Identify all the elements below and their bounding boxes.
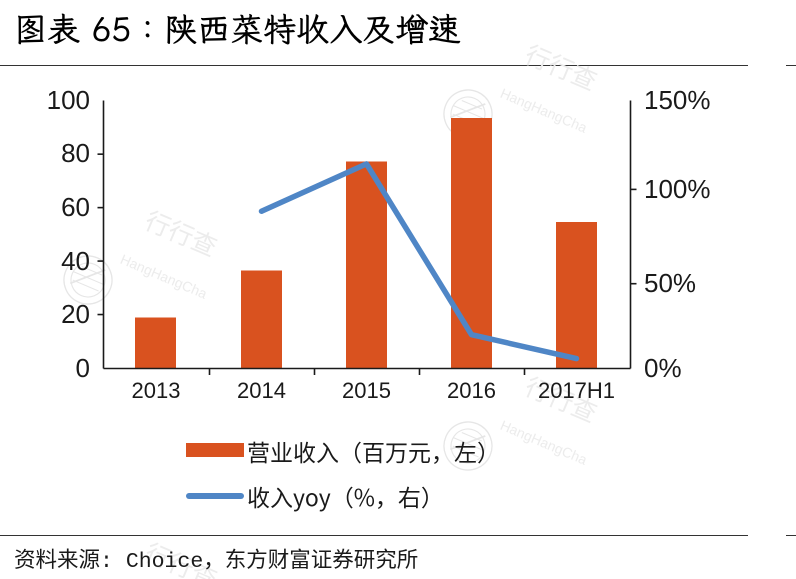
svg-text:2013: 2013 <box>132 378 181 403</box>
svg-text:100%: 100% <box>644 174 711 204</box>
svg-text:0: 0 <box>76 353 90 383</box>
svg-text:150%: 150% <box>644 85 711 115</box>
svg-text:80: 80 <box>61 138 90 168</box>
svg-text:2014: 2014 <box>237 378 286 403</box>
svg-text:50%: 50% <box>644 268 696 298</box>
svg-text:2016: 2016 <box>447 378 496 403</box>
svg-text:2017H1: 2017H1 <box>538 378 615 403</box>
svg-text:0%: 0% <box>644 353 682 383</box>
svg-text:40: 40 <box>61 246 90 276</box>
svg-text:20: 20 <box>61 299 90 329</box>
svg-text:60: 60 <box>61 192 90 222</box>
svg-text:100: 100 <box>47 85 90 115</box>
svg-text:2015: 2015 <box>342 378 391 403</box>
